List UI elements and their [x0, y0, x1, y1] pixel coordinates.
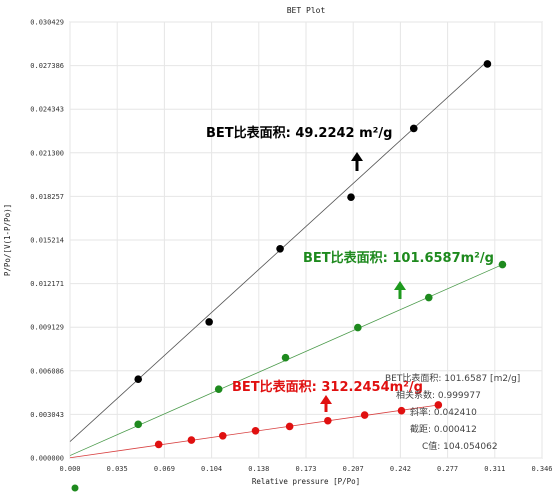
data-point-green	[424, 293, 433, 302]
red-arrow-icon	[320, 395, 332, 412]
stats-intercept: 截距: 0.000412	[410, 423, 477, 435]
x-tick-label: 0.000	[59, 465, 80, 473]
y-tick-label: 0.012171	[30, 280, 64, 288]
stray-legend-marker	[71, 484, 79, 492]
data-point-black	[134, 375, 143, 383]
data-point-green	[214, 385, 223, 394]
data-point-green	[134, 420, 143, 429]
stats-c-value: C值: 104.054062	[422, 440, 498, 452]
data-point-red	[360, 411, 369, 419]
data-point-red	[397, 406, 406, 415]
y-tick-label: 0.018257	[30, 193, 64, 201]
data-point-green	[354, 323, 362, 332]
data-point-green	[498, 260, 507, 269]
x-tick-label: 0.277	[437, 465, 458, 473]
data-point-black	[347, 193, 355, 202]
x-tick-label: 0.138	[248, 465, 269, 473]
x-tick-label: 0.104	[201, 465, 222, 473]
y-tick-labels: 0.000000 0.003043 0.006086 0.009129 0.012171…	[30, 19, 64, 463]
annotation-green-series: BET比表面积: 101.6587m²/g	[303, 250, 494, 266]
data-point-red	[285, 422, 294, 431]
data-point-red	[154, 440, 163, 449]
y-axis-label: P/Po/[V(1-P/Po)]	[3, 204, 12, 276]
data-point-red	[218, 431, 227, 440]
x-tick-labels: 0.000 0.035 0.069 0.104 0.138 0.173 0.207 0.242…	[59, 465, 552, 473]
y-tick-label: 0.021300	[30, 149, 64, 157]
black-arrow-icon	[351, 152, 363, 171]
x-tick-label: 0.242	[390, 465, 411, 473]
y-tick-label: 0.006086	[30, 367, 64, 375]
y-tick-label: 0.000000	[30, 455, 64, 463]
stats-surface-area: BET比表面积: 101.6587 [m2/g]	[385, 372, 520, 384]
stats-correlation: 相关系数: 0.999977	[396, 389, 481, 401]
y-tick-label: 0.024343	[30, 106, 64, 114]
x-tick-label: 0.035	[107, 465, 128, 473]
data-point-green	[281, 353, 290, 362]
y-tick-label: 0.030429	[30, 19, 64, 27]
y-tick-label: 0.003043	[30, 411, 64, 419]
data-points	[134, 60, 507, 449]
data-point-red	[324, 416, 332, 425]
data-point-black	[409, 124, 418, 133]
green-arrow-icon	[394, 281, 406, 299]
grid-lines	[69, 21, 543, 459]
x-tick-label: 0.173	[295, 465, 316, 473]
x-tick-label: 0.069	[154, 465, 175, 473]
y-tick-label: 0.009129	[30, 324, 64, 332]
data-point-red	[434, 401, 443, 409]
data-point-black	[276, 245, 284, 253]
stats-box: BET比表面积: 101.6587 [m2/g] 相关系数: 0.999977 …	[385, 372, 520, 452]
chart-title: BET Plot	[287, 6, 326, 15]
x-tick-label: 0.346	[531, 465, 552, 473]
y-tick-label: 0.027386	[30, 62, 64, 70]
annotation-black-series: BET比表面积: 49.2242 m²/g	[206, 125, 392, 141]
data-point-red	[187, 436, 196, 444]
stats-slope: 斜率: 0.042410	[410, 406, 477, 418]
annotation-red-series: BET比表面积: 312.2454m²/g	[232, 379, 423, 395]
x-tick-label: 0.311	[484, 465, 505, 473]
y-tick-label: 0.015214	[30, 237, 64, 245]
x-axis-label: Relative pressure [P/Po]	[252, 477, 360, 486]
x-tick-label: 0.207	[343, 465, 364, 473]
data-point-black	[205, 318, 213, 326]
data-point-black	[483, 60, 492, 68]
data-point-red	[251, 426, 260, 435]
